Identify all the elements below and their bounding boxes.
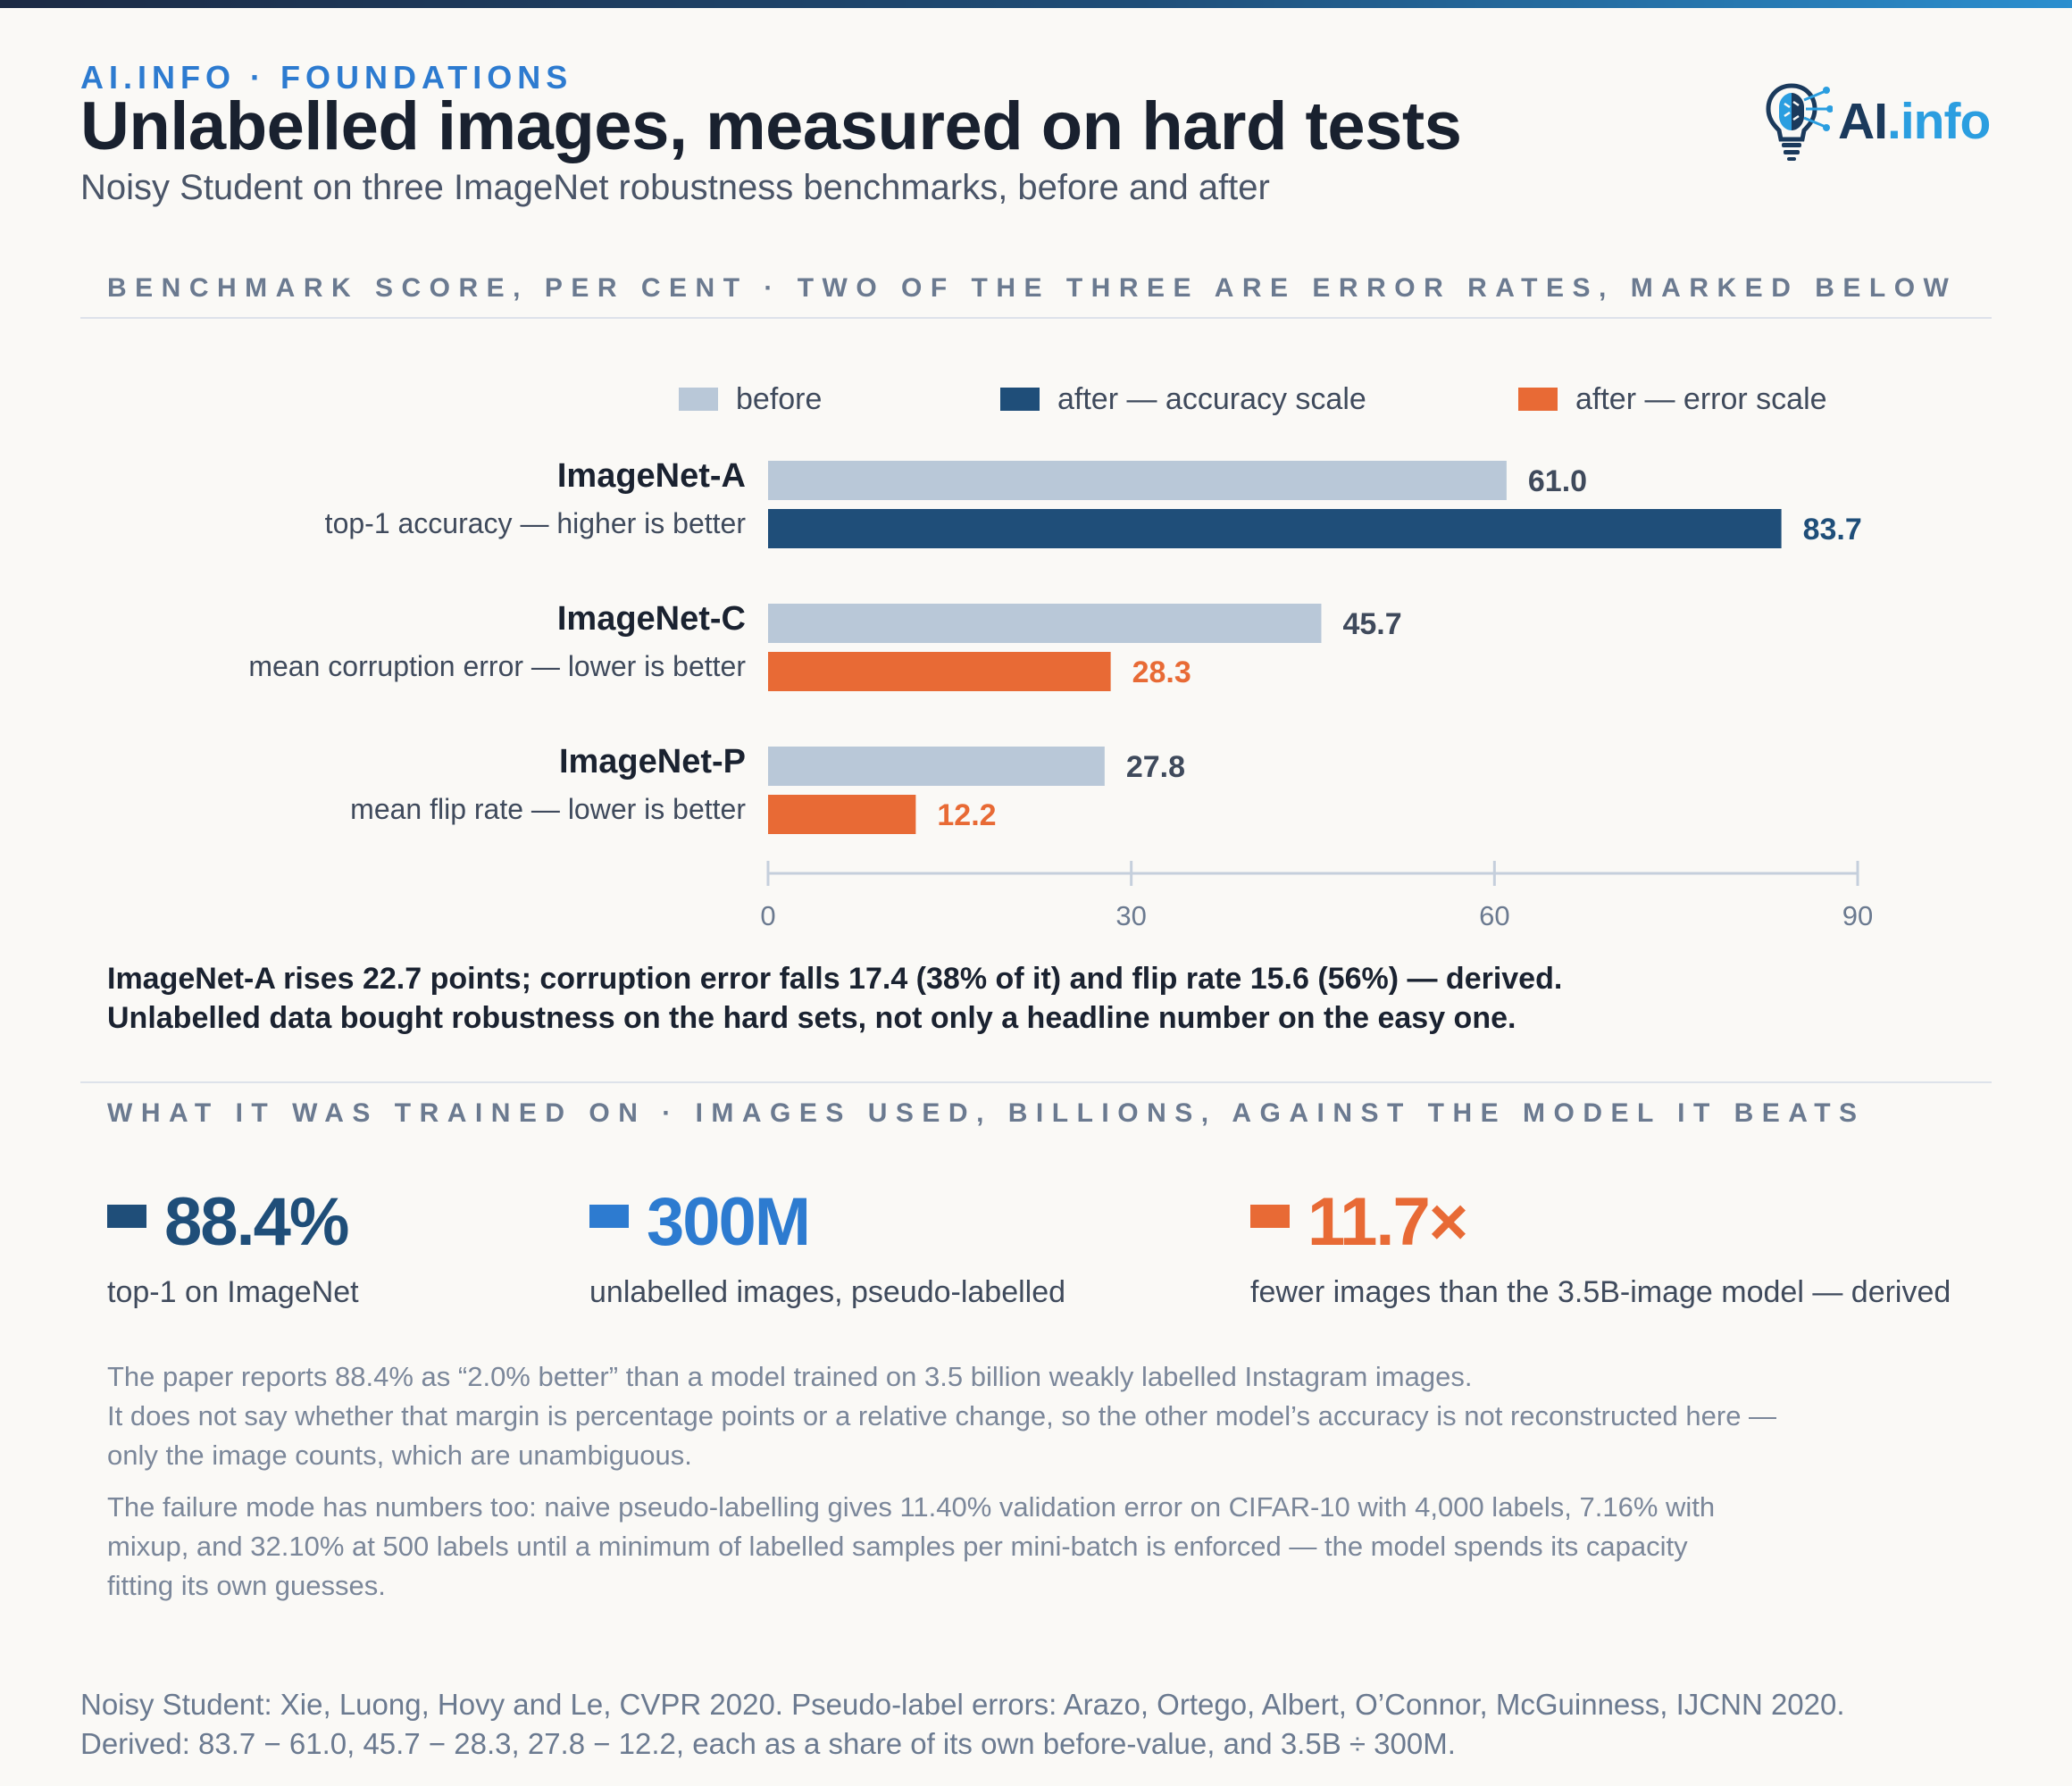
section-divider xyxy=(80,1081,1992,1083)
legend-label-after-accuracy: after — accuracy scale xyxy=(1057,381,1366,416)
category-name: ImageNet-P xyxy=(558,743,746,780)
x-tick-label: 30 xyxy=(1115,900,1146,931)
logo-wordmark: AI.info xyxy=(1838,93,1991,150)
legend-swatch-after-accuracy xyxy=(1000,388,1040,411)
x-tick-label: 0 xyxy=(760,900,775,931)
page-subtitle: Noisy Student on three ImageNet robustne… xyxy=(80,168,1270,207)
brand-logo[interactable]: AI.info xyxy=(1761,79,1991,164)
category-subtitle: mean corruption error — lower is better xyxy=(248,650,746,682)
legend-item-after-error: after — error scale xyxy=(1518,377,1827,421)
stat-value-ratio: 11.7× xyxy=(1308,1184,1468,1260)
legend-swatch-after-error xyxy=(1518,388,1558,411)
lightbulb-brain-icon xyxy=(1766,83,1833,161)
stat-desc-images: unlabelled images, pseudo-labelled xyxy=(589,1275,1066,1309)
bar-before xyxy=(768,747,1105,786)
legend-item-before: before xyxy=(679,377,822,421)
category-name: ImageNet-A xyxy=(556,457,746,495)
legend-item-after-accuracy: after — accuracy scale xyxy=(1000,377,1366,421)
stat-value-images: 300M xyxy=(647,1184,811,1260)
data-label-before: 27.8 xyxy=(1126,750,1185,784)
note-paragraph-2-line: fitting its own guesses. xyxy=(107,1570,386,1601)
data-label-after: 12.2 xyxy=(937,798,996,832)
note-paragraph-1-line: The paper reports 88.4% as “2.0% better”… xyxy=(107,1361,1473,1392)
bar-before xyxy=(768,604,1322,643)
takeaway-line-1: ImageNet-A rises 22.7 points; corruption… xyxy=(107,962,1563,996)
bar-before xyxy=(768,461,1507,500)
note-paragraph-1-line: It does not say whether that margin is p… xyxy=(107,1400,1777,1431)
category-subtitle: top-1 accuracy — higher is better xyxy=(324,507,746,539)
category-name: ImageNet-C xyxy=(556,600,746,638)
stat-marker-icon xyxy=(107,1205,146,1228)
legend-swatch-before xyxy=(679,388,718,411)
stat-desc-ratio: fewer images than the 3.5B-image model —… xyxy=(1250,1275,1951,1309)
data-label-before: 61.0 xyxy=(1528,464,1587,498)
data-label-after: 83.7 xyxy=(1803,513,1862,547)
note-paragraph-2-line: mixup, and 32.10% at 500 labels until a … xyxy=(107,1531,1688,1562)
bar-chart: 61.0 83.7 45.7 28.3 27.8 12.2 0 30 60 90 xyxy=(760,461,1873,931)
legend-label-before: before xyxy=(736,381,823,416)
data-label-before: 45.7 xyxy=(1342,607,1401,641)
section-label-benchmarks: BENCHMARK SCORE, PER CENT · TWO OF THE T… xyxy=(107,273,1958,303)
takeaway-line-2: Unlabelled data bought robustness on the… xyxy=(107,1001,1516,1035)
source-line-1: Noisy Student: Xie, Luong, Hovy and Le, … xyxy=(80,1688,1845,1721)
note-paragraph-2-line: The failure mode has numbers too: naive … xyxy=(107,1491,1716,1523)
data-label-after: 28.3 xyxy=(1132,655,1191,689)
section-divider xyxy=(80,317,1992,319)
stat-marker-icon xyxy=(1250,1205,1290,1228)
page-title: Unlabelled images, measured on hard test… xyxy=(80,88,1462,164)
kicker: AI.INFO · FOUNDATIONS xyxy=(80,59,573,96)
top-accent-bar xyxy=(0,0,2072,8)
section-label-training: WHAT IT WAS TRAINED ON · IMAGES USED, BI… xyxy=(107,1098,1866,1128)
x-tick-label: 90 xyxy=(1842,900,1873,931)
stat-value-accuracy: 88.4% xyxy=(164,1184,349,1260)
stat-marker-icon xyxy=(589,1205,629,1228)
legend-label-after-error: after — error scale xyxy=(1575,381,1827,416)
bar-after-error xyxy=(768,652,1111,691)
bar-after-error xyxy=(768,795,916,834)
source-line-2: Derived: 83.7 − 61.0, 45.7 − 28.3, 27.8 … xyxy=(80,1727,1456,1760)
stat-desc-accuracy: top-1 on ImageNet xyxy=(107,1275,359,1309)
bar-after-accuracy xyxy=(768,509,1782,548)
x-tick-label: 60 xyxy=(1479,900,1509,931)
note-paragraph-1-line: only the image counts, which are unambig… xyxy=(107,1440,692,1471)
category-subtitle: mean flip rate — lower is better xyxy=(350,793,746,825)
